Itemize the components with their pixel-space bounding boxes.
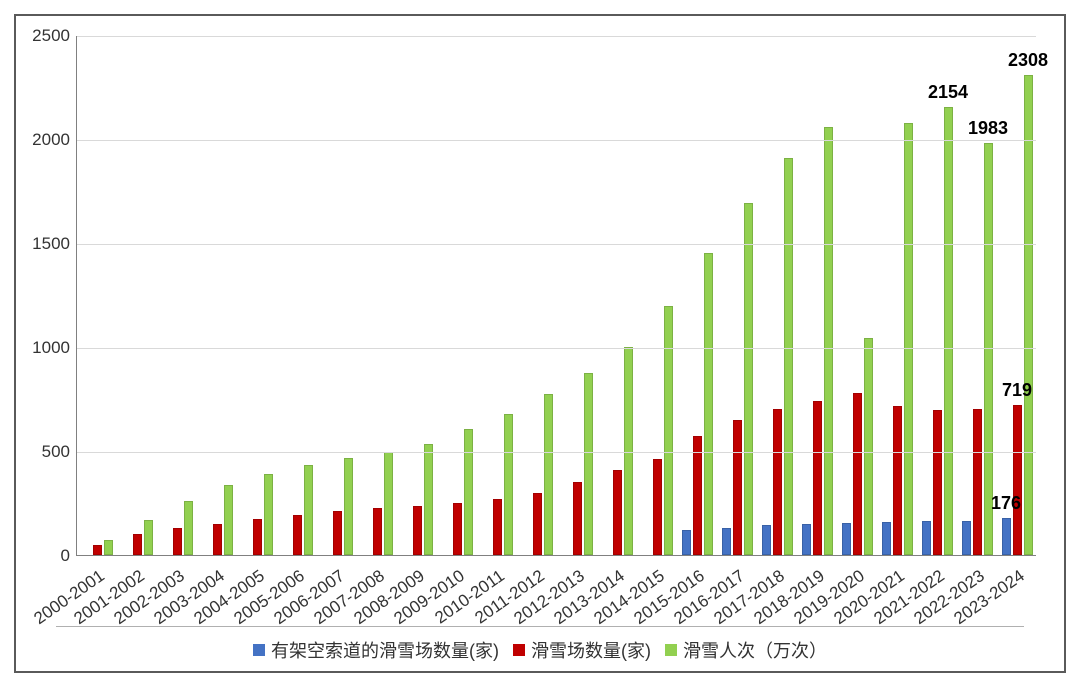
bar xyxy=(664,306,673,555)
bar xyxy=(264,474,273,555)
bar xyxy=(824,127,833,555)
legend-label: 滑雪人次（万次） xyxy=(683,637,827,663)
gridline xyxy=(77,452,1036,453)
bar xyxy=(384,452,393,555)
bar xyxy=(464,429,473,555)
bar xyxy=(784,158,793,555)
bar xyxy=(1024,75,1033,555)
legend-label: 滑雪场数量(家) xyxy=(531,637,651,663)
y-tick-label: 2500 xyxy=(20,26,70,46)
bar xyxy=(842,523,851,555)
bar xyxy=(573,482,582,555)
bar xyxy=(893,406,902,555)
bar xyxy=(762,525,771,555)
bar xyxy=(722,528,731,555)
bar xyxy=(373,508,382,555)
bar xyxy=(133,534,142,555)
bar xyxy=(882,522,891,555)
bar xyxy=(1002,518,1011,555)
y-tick-label: 2000 xyxy=(20,130,70,150)
bar xyxy=(624,347,633,555)
bar xyxy=(733,420,742,555)
chart-frame: 215419832308719176 050010001500200025002… xyxy=(14,14,1066,673)
bar xyxy=(973,409,982,555)
bar xyxy=(144,520,153,555)
bar xyxy=(922,521,931,555)
y-tick-label: 1000 xyxy=(20,338,70,358)
bar xyxy=(544,394,553,555)
bar xyxy=(253,519,262,555)
bar xyxy=(304,465,313,555)
bar xyxy=(504,414,513,555)
legend-item: 滑雪场数量(家) xyxy=(513,637,651,663)
bar xyxy=(813,401,822,555)
legend-item: 有架空索道的滑雪场数量(家) xyxy=(253,637,499,663)
legend-label: 有架空索道的滑雪场数量(家) xyxy=(271,637,499,663)
legend-swatch xyxy=(665,644,677,656)
bar xyxy=(93,545,102,555)
bar xyxy=(533,493,542,555)
bar xyxy=(224,485,233,555)
bar xyxy=(802,524,811,555)
bar xyxy=(104,540,113,555)
gridline xyxy=(77,36,1036,37)
bar xyxy=(682,530,691,555)
y-tick-label: 0 xyxy=(20,546,70,566)
bar xyxy=(773,409,782,555)
gridline xyxy=(77,348,1036,349)
bar xyxy=(333,511,342,555)
legend: 有架空索道的滑雪场数量(家) 滑雪场数量(家) 滑雪人次（万次） xyxy=(56,626,1024,663)
legend-swatch xyxy=(513,644,525,656)
bar xyxy=(704,253,713,555)
bar xyxy=(213,524,222,555)
bar xyxy=(293,515,302,555)
bar xyxy=(344,458,353,555)
bar xyxy=(744,203,753,555)
bar xyxy=(613,470,622,555)
bar xyxy=(493,499,502,555)
bar xyxy=(962,521,971,555)
bar xyxy=(853,393,862,555)
bar xyxy=(933,410,942,555)
data-label: 2154 xyxy=(928,82,968,103)
y-tick-label: 1500 xyxy=(20,234,70,254)
data-label: 719 xyxy=(1002,380,1032,401)
bar xyxy=(653,459,662,555)
bars-layer: 215419832308719176 xyxy=(77,36,1036,555)
data-label: 1983 xyxy=(968,118,1008,139)
legend-item: 滑雪人次（万次） xyxy=(665,637,827,663)
bar xyxy=(453,503,462,555)
plot-area: 215419832308719176 050010001500200025002… xyxy=(76,36,1036,556)
bar xyxy=(944,107,953,555)
y-tick-label: 500 xyxy=(20,442,70,462)
bar xyxy=(864,338,873,555)
bar xyxy=(584,373,593,555)
data-label: 176 xyxy=(991,493,1021,514)
bar xyxy=(413,506,422,555)
gridline xyxy=(77,244,1036,245)
legend-swatch xyxy=(253,644,265,656)
bar xyxy=(184,501,193,555)
bar xyxy=(904,123,913,555)
bar xyxy=(693,436,702,555)
bar xyxy=(1013,405,1022,555)
gridline xyxy=(77,140,1036,141)
bar xyxy=(173,528,182,555)
bar xyxy=(424,444,433,555)
data-label: 2308 xyxy=(1008,50,1048,71)
